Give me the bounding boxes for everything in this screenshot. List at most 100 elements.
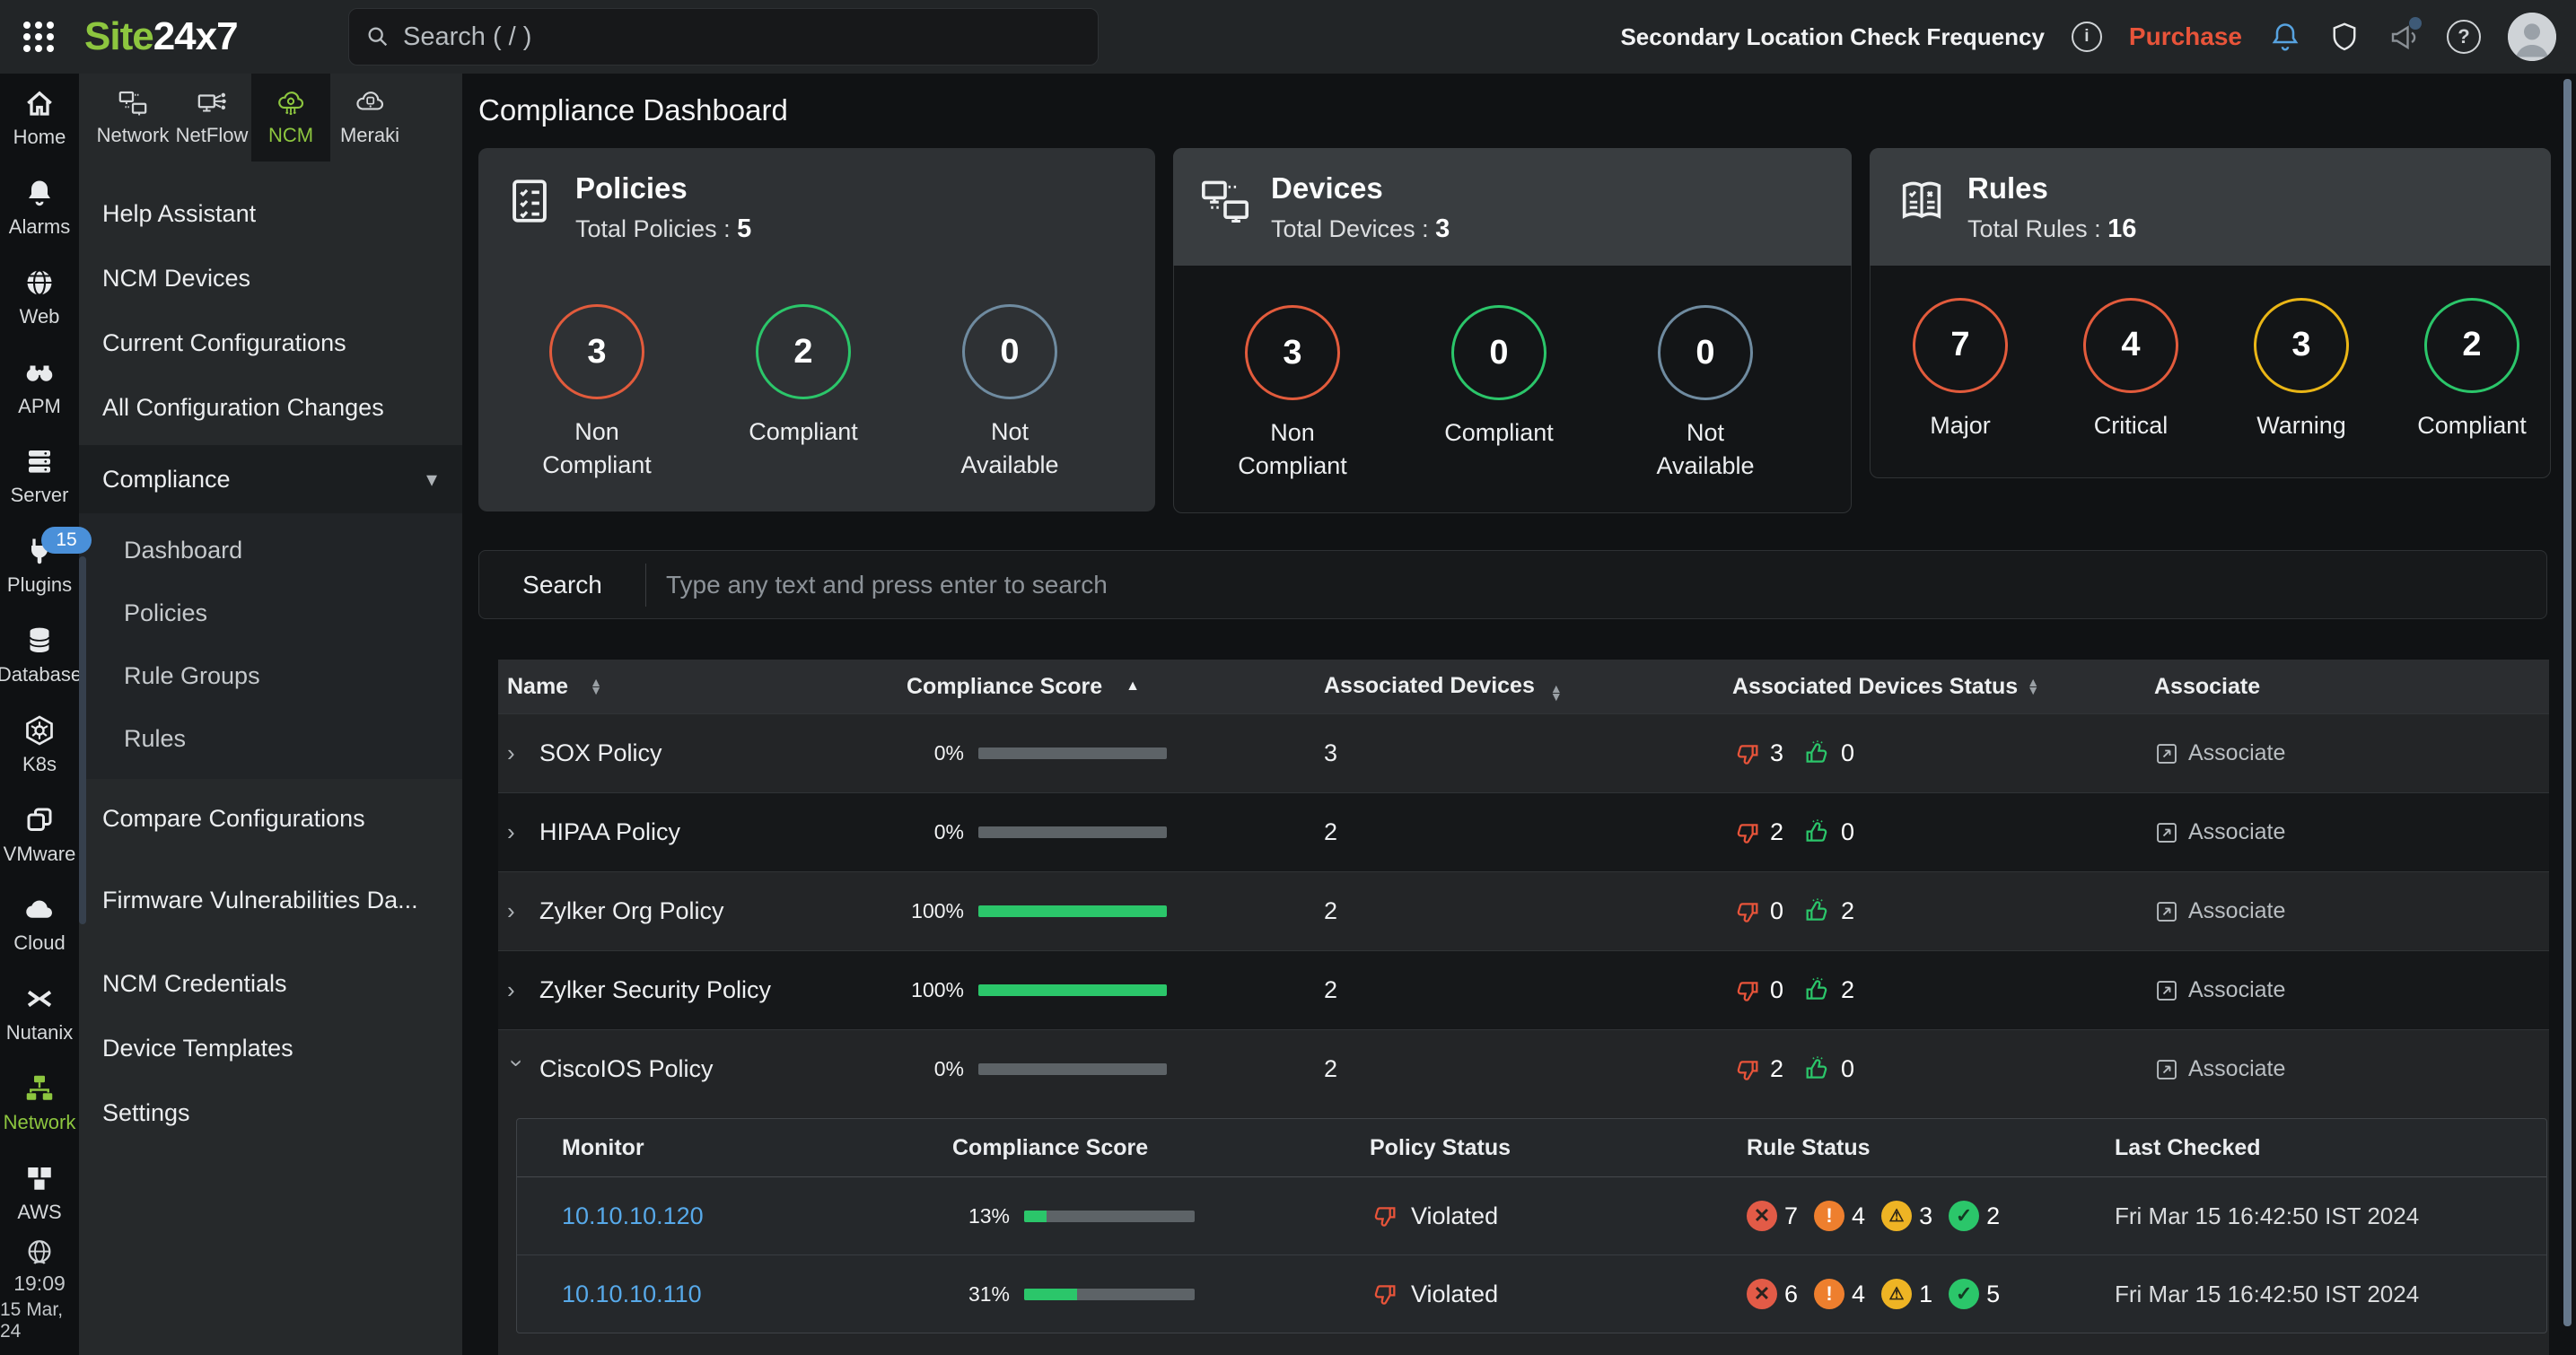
policy-search-bar[interactable]: Search Type any text and press enter to … [478, 550, 2547, 619]
sidebar-item-firmware-vulnerabilities[interactable]: Firmware Vulnerabilities Da... [102, 887, 418, 914]
associate-action[interactable]: Associate [2154, 977, 2549, 1003]
sidebar-item-current-configurations[interactable]: Current Configurations [102, 328, 346, 356]
sidebar-group-compliance[interactable]: Compliance ▾ [79, 445, 462, 513]
sidebar-item-compare-configurations[interactable]: Compare Configurations [102, 804, 365, 832]
table-row-zylker-security-policy[interactable]: › Zylker Security Policy 100% 2 0 2 Assoc… [498, 950, 2549, 1029]
thumbs-up-icon [1806, 897, 1827, 921]
caret-down-icon: ▾ [425, 467, 437, 492]
rail-item-home[interactable]: Home [0, 74, 79, 163]
rail-item-aws[interactable]: AWS [0, 1148, 79, 1237]
rail-item-vmware[interactable]: VMware [0, 790, 79, 879]
policy-search-label: Search [522, 570, 602, 599]
server-icon [29, 450, 50, 474]
page-scrollbar[interactable] [2563, 79, 2572, 1326]
column-header-associated-devices[interactable]: Associated Devices ▲ ▼ [1324, 672, 1563, 704]
sort-icon[interactable]: ▲ ▼ [2027, 675, 2040, 697]
rail-item-web[interactable]: Web [0, 253, 79, 343]
sort-icon[interactable]: ▲ ▼ [1549, 680, 1563, 704]
sidebar-item-ncm-devices[interactable]: NCM Devices [102, 264, 251, 292]
site24x7-logo[interactable]: Site24x7 [84, 14, 239, 58]
sidebar-item-help-assistant[interactable]: Help Assistant [102, 199, 257, 227]
chevron-right-icon[interactable]: › [507, 739, 515, 766]
rules-card-title: Rules [1967, 171, 2048, 205]
table-row-ciscoios-policy[interactable]: › CiscoIOS Policy 0% 2 2 0 Associate [498, 1029, 2549, 1108]
app-grid-icon[interactable] [23, 22, 54, 52]
chevron-right-icon[interactable]: › [507, 897, 515, 924]
rail-item-cloud[interactable]: Cloud [0, 879, 79, 969]
rail-clock: 19:09 15 Mar, 24 [0, 1237, 79, 1355]
sidebar-item-ncm-credentials[interactable]: NCM Credentials [102, 969, 287, 997]
tab-ncm[interactable]: NCM [251, 74, 330, 162]
tab-netflow[interactable]: NetFlow [172, 74, 251, 162]
devices-card[interactable]: Devices Total Devices : 3 3 Non Complian… [1173, 148, 1852, 513]
rail-item-nutanix[interactable]: Nutanix [0, 969, 79, 1059]
timezone-globe-icon [28, 1240, 51, 1264]
sort-asc-icon[interactable]: ▲ [1126, 678, 1140, 694]
rail-item-alarms[interactable]: Alarms [0, 163, 79, 253]
score-bar [978, 826, 1167, 838]
table-row-hipaa-policy[interactable]: › HIPAA Policy 0% 2 2 0 Associate [498, 792, 2549, 871]
global-search-input[interactable]: Search ( / ) [348, 8, 1099, 66]
associate-action[interactable]: Associate [2154, 1056, 2549, 1082]
network-topology-icon [26, 1075, 53, 1100]
sidebar-item-device-templates[interactable]: Device Templates [102, 1034, 294, 1062]
compliance-submenu: Dashboard Policies Rule Groups Rules [79, 513, 462, 779]
monitor-link[interactable]: 10.10.10.110 [562, 1280, 702, 1307]
rules-card[interactable]: Rules Total Rules : 16 7 Major 4 Critica… [1870, 148, 2551, 478]
shield-icon[interactable] [2328, 21, 2361, 53]
warning-badge: ⚠ [1881, 1279, 1913, 1309]
policies-card[interactable]: Policies Total Policies : 5 3 Non Compli… [478, 148, 1155, 511]
sidebar-item-all-configuration-changes[interactable]: All Configuration Changes [102, 393, 384, 421]
rail-item-server[interactable]: Server [0, 432, 79, 521]
sidebar-item-settings[interactable]: Settings [102, 1098, 190, 1126]
score-bar [1024, 1210, 1195, 1222]
ncm-tab-icon [278, 92, 304, 116]
rail-scrollbar[interactable] [79, 556, 86, 924]
thumbs-down-icon [1737, 981, 1758, 1001]
rail-item-network[interactable]: Network [0, 1058, 79, 1148]
sidebar-item-rule-groups[interactable]: Rule Groups [124, 661, 260, 689]
chevron-down-icon[interactable]: › [504, 1059, 531, 1068]
rail-item-apm[interactable]: APM [0, 342, 79, 432]
stat-ring: 0 [1658, 305, 1753, 401]
help-icon[interactable]: ? [2447, 20, 2481, 54]
module-tabs: Network NetFlow NCM Meraki [79, 74, 462, 162]
tab-network[interactable]: Network [93, 74, 172, 162]
chevron-right-icon[interactable]: › [507, 976, 515, 1003]
column-header-associate: Associate [2154, 673, 2261, 699]
monitor-link[interactable]: 10.10.10.120 [562, 1202, 704, 1229]
rail-item-database[interactable]: Database [0, 611, 82, 701]
tab-meraki[interactable]: Meraki [330, 74, 409, 162]
sidebar-item-rules[interactable]: Rules [124, 724, 187, 752]
announcements-megaphone-icon[interactable] [2388, 17, 2422, 53]
table-row-sox-policy[interactable]: › SOX Policy 0% 3 3 0 Associate [498, 713, 2549, 792]
sidebar-item-policies[interactable]: Policies [124, 599, 208, 626]
policies-stat-non-compliant: 3 Non Compliant [530, 304, 664, 481]
thumbs-down-icon [1737, 902, 1758, 922]
warning-badge: ⚠ [1881, 1201, 1913, 1231]
score-bar [978, 984, 1167, 996]
column-header-associated-devices-status[interactable]: Associated Devices Status ▲ ▼ [1732, 673, 2040, 699]
info-icon[interactable]: i [2071, 22, 2102, 52]
column-header-name[interactable]: Name ▲ ▼ [507, 673, 602, 699]
associate-action[interactable]: Associate [2154, 819, 2549, 845]
policies-table-header: Name ▲ ▼ Compliance Score ▲ Associated De… [498, 660, 2549, 713]
sort-icon[interactable]: ▲ ▼ [590, 675, 602, 697]
chevron-right-icon[interactable]: › [507, 818, 515, 845]
notifications-bell-icon[interactable] [2269, 21, 2301, 53]
kubernetes-icon [26, 715, 53, 746]
global-search-placeholder: Search ( / ) [403, 22, 532, 51]
rail-item-k8s[interactable]: K8s [0, 700, 79, 790]
column-header-compliance-score[interactable]: Compliance Score ▲ [907, 673, 1140, 699]
table-row-zylker-org-policy[interactable]: › Zylker Org Policy 100% 2 0 2 Associate [498, 871, 2549, 950]
purchase-link[interactable]: Purchase [2128, 22, 2242, 50]
associate-icon [2157, 901, 2177, 922]
user-avatar[interactable] [2508, 13, 2556, 61]
stat-ring: 0 [962, 304, 1057, 400]
rail-item-plugins[interactable]: 15 Plugins [0, 521, 92, 611]
associate-action[interactable]: Associate [2154, 898, 2549, 924]
associate-action[interactable]: Associate [2154, 740, 2549, 766]
sidebar-item-dashboard[interactable]: Dashboard [124, 536, 243, 564]
score-bar [1024, 1288, 1195, 1300]
alarms-bell-icon [29, 180, 50, 206]
